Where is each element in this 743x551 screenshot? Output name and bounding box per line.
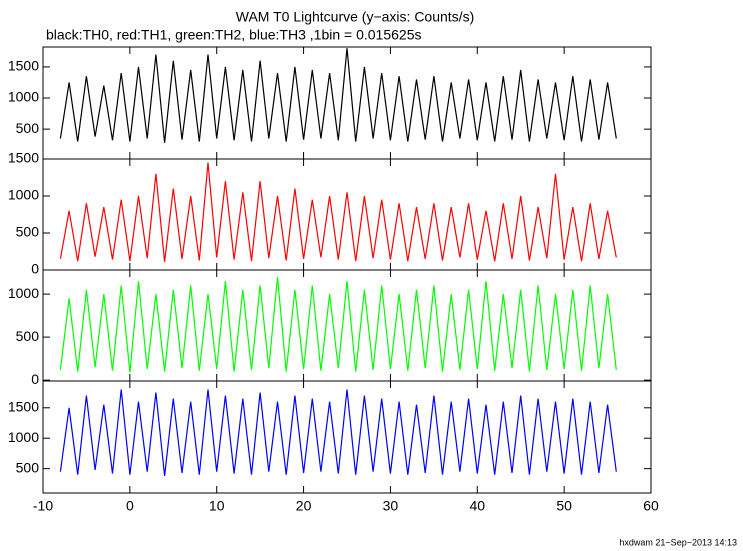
x-tick-label: 60 xyxy=(643,498,659,514)
x-tick-label: -10 xyxy=(33,498,53,514)
y-tick-label: 1500 xyxy=(8,150,39,166)
y-tick-label: 1500 xyxy=(8,58,39,74)
lightcurve xyxy=(59,162,617,262)
x-tick-label: 20 xyxy=(296,498,312,514)
y-tick-label: 500 xyxy=(16,459,40,475)
y-tick-label: 0 xyxy=(31,371,39,387)
chart-title: WAM T0 Lightcurve (y−axis: Counts/s) xyxy=(236,9,474,25)
y-tick-label: 500 xyxy=(16,328,40,344)
chart-subtitle: black:TH0, red:TH1, green:TH2, blue:TH3 … xyxy=(46,27,421,43)
y-tick-label: 500 xyxy=(16,224,40,240)
x-tick-label: 40 xyxy=(469,498,485,514)
y-tick-label: 0 xyxy=(31,261,39,277)
lightcurve xyxy=(59,48,617,143)
y-tick-label: 1000 xyxy=(8,285,39,301)
panel-frame xyxy=(42,380,652,494)
y-tick-label: 1000 xyxy=(8,429,39,445)
y-tick-label: 1000 xyxy=(8,89,39,105)
x-tick-label: 50 xyxy=(556,498,572,514)
x-tick-label: 30 xyxy=(383,498,399,514)
y-tick-label: 1500 xyxy=(8,398,39,414)
lightcurve xyxy=(59,276,617,373)
y-tick-label: 1000 xyxy=(8,187,39,203)
x-tick-label: 0 xyxy=(126,498,134,514)
lightcurve xyxy=(59,389,617,477)
y-tick-label: 500 xyxy=(16,120,40,136)
x-tick-label: 10 xyxy=(209,498,225,514)
footer: hxdwam 21−Sep−2013 14:13 xyxy=(619,537,737,547)
